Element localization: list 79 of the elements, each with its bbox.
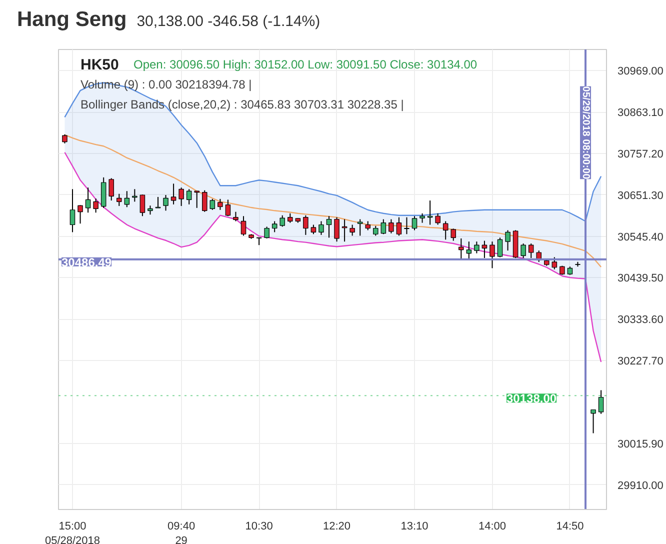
candlestick [458,238,464,260]
candlestick [380,218,386,235]
candlestick [326,216,332,238]
candlestick [520,243,526,258]
x-tick-label: 14:00 [478,520,506,532]
chart-subtitle: 30,138.00 -346.58 (-1.14%) [136,13,320,30]
x-tick-label: 14:50 [556,520,584,532]
candlestick [310,224,316,235]
x-tick-label: 12:20 [323,520,351,532]
candlestick [303,214,308,236]
ref-line-label: 30138.00 [506,392,557,406]
candlestick [280,214,285,228]
candlestick [210,198,216,210]
candlestick [552,256,558,270]
x-tick-label: 09:40 29 [168,520,196,544]
ref-line-label: 30486.49 [62,255,112,270]
candlestick [225,199,231,217]
candlestick [78,204,83,224]
candlestick [100,176,106,208]
candlestick [108,178,114,201]
y-tick-label: 30227.70 [618,356,664,368]
candlestick [497,237,503,258]
candlestick [590,409,596,434]
candlestick [163,194,168,212]
x-tick-label: 13:10 [400,520,428,532]
annotation: Bollinger Bands (close,20,2) : 30465.83 30703.31 30228.35 | [80,98,404,112]
candlestick [70,188,76,233]
chart-title: Hang Seng [17,8,127,31]
candlestick [288,212,293,224]
x-tick-label: 15:00 05/28/2018 [44,520,100,544]
candlestick [420,212,425,224]
candlestick [93,198,98,214]
candlestick [435,212,440,226]
x-tick-label: 05/29/2018 08:00:00 [580,86,592,180]
candlestick [116,193,122,206]
candlestick [170,183,176,205]
y-tick-label: 30757.20 [618,148,664,160]
candlestick [450,228,456,242]
y-tick-label: 30333.60 [618,314,664,326]
candlestick [272,220,278,233]
candlestick [350,224,355,236]
candlestick [318,220,324,236]
candlestick [466,241,472,260]
candlestick [264,226,270,239]
y-tick-label: 29910.00 [618,480,664,492]
candlestick [388,218,394,234]
candlestick [194,190,200,208]
annotation: HK50 [80,56,119,74]
candlestick [240,216,246,236]
candlestick [442,220,448,240]
candlestick [202,190,208,212]
candlestick [528,243,534,258]
y-tick-label: 30863.10 [618,107,664,120]
candlestick [334,216,340,242]
y-tick-label: 30015.90 [618,438,664,450]
candlestick [233,211,238,222]
candlestick [124,190,130,208]
y-tick-label: 30439.50 [618,272,664,285]
candlestick [132,188,138,202]
candlestick [85,187,91,214]
candlestick [357,218,363,236]
candlestick [140,194,146,217]
annotation: Open: 30096.50 High: 30152.00 Low: 30091.50 Close: 30134.00 [134,58,478,72]
candlestick [373,225,378,236]
x-tick-label: 10:30 [245,520,273,532]
candlestick [474,241,480,254]
candlestick [598,390,604,414]
y-tick-label: 30969.00 [618,66,664,78]
candlestick [412,216,418,231]
candlestick [490,241,495,269]
candlestick [396,216,402,236]
candlestick [404,216,410,235]
candlestick [218,198,223,210]
y-tick-label: 30545.40 [618,231,664,244]
candlestick [482,240,488,258]
candlestick [178,187,184,206]
candlestick [505,230,510,252]
y-tick-label: 30651.30 [618,190,664,202]
candlestick [186,188,192,205]
